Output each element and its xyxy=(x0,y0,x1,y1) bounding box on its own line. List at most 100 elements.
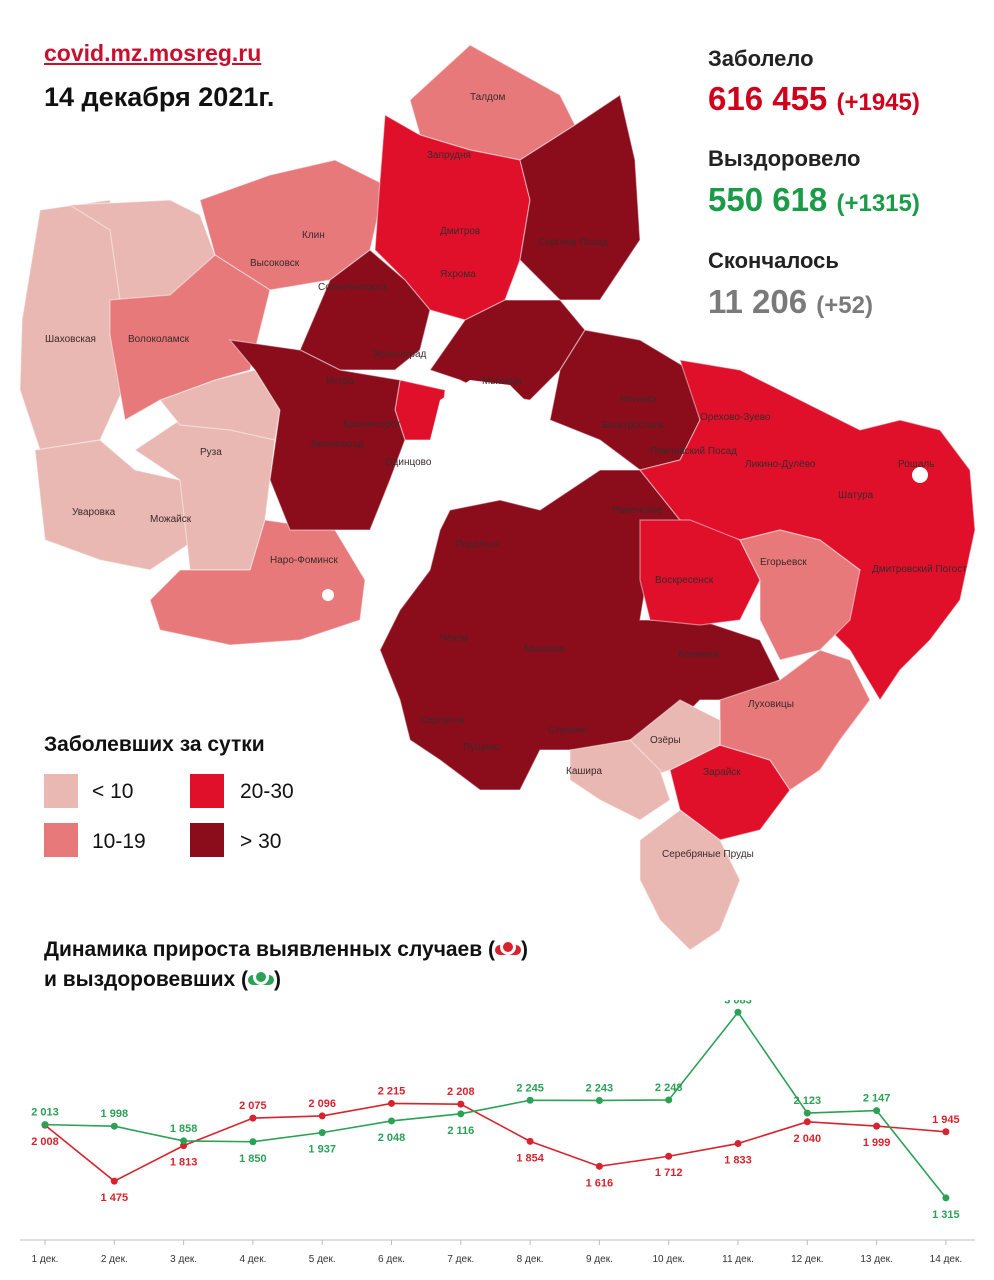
legend-swatch-lt10 xyxy=(44,774,78,808)
map-label: Высоковск xyxy=(250,258,300,269)
cases-point xyxy=(803,1118,811,1126)
source-site[interactable]: covid.mz.mosreg.ru xyxy=(44,40,262,66)
legend-swatch-gt30 xyxy=(190,823,224,857)
district-orekhovo-zuevo xyxy=(638,359,976,702)
cases-legend-marker xyxy=(494,939,521,956)
recovered-delta: (+1315) xyxy=(836,190,920,217)
map-label: Егорьевск xyxy=(760,557,807,568)
district-ruza xyxy=(159,369,281,441)
chart-title: Динамика прироста выявленных случаев () … xyxy=(44,935,528,995)
recovered-point xyxy=(803,1109,811,1117)
district-serebryanye-prudy xyxy=(639,809,741,951)
cases-data-label: 1 616 xyxy=(586,1177,614,1189)
recovered-data-label: 2 123 xyxy=(794,1095,822,1107)
map-label: Яхрома xyxy=(440,269,476,280)
map-label: Пущино xyxy=(463,742,501,753)
map-label: Серпухов xyxy=(420,715,465,726)
x-tick-label: 8 дек. xyxy=(517,1254,544,1265)
cases-data-label: 1 712 xyxy=(655,1167,683,1179)
x-tick-label: 6 дек. xyxy=(378,1254,405,1265)
map-label: Павловский Посад xyxy=(650,446,737,457)
died-value: 11 206 xyxy=(708,283,808,320)
cases-data-label: 2 215 xyxy=(378,1085,406,1097)
cases-data-label: 1 945 xyxy=(932,1114,960,1126)
recovered-data-label: 2 243 xyxy=(586,1082,614,1094)
map-label: Раменское xyxy=(612,505,663,516)
map-label: Серебряные Пруды xyxy=(662,848,754,860)
recovered-value: 550 618 xyxy=(708,181,828,218)
map-label: Рошаль xyxy=(898,459,934,470)
cases-point xyxy=(942,1128,950,1136)
district-sergiev-posad xyxy=(519,94,641,301)
recovered-point xyxy=(388,1117,395,1125)
map-label: Сергиев Посад xyxy=(538,237,609,248)
x-tick-label: 11 дек. xyxy=(722,1254,754,1265)
recovered-point xyxy=(665,1096,673,1104)
sick-value: 616 455 xyxy=(708,80,828,117)
legend-label-lt10: < 10 xyxy=(92,780,134,803)
map-label: Дмитров xyxy=(440,226,480,237)
sick-value-line: 616 455 (+1945) xyxy=(708,80,920,118)
district-mytishchi xyxy=(429,299,586,401)
recovered-point xyxy=(873,1107,881,1115)
x-tick-label: 12 дек. xyxy=(791,1254,823,1265)
x-tick-label: 14 дек. xyxy=(930,1254,962,1265)
recovered-data-label: 3 083 xyxy=(724,1000,752,1006)
died-value-line: 11 206 (+52) xyxy=(708,283,873,321)
map-label: Запрудня xyxy=(427,150,471,161)
recovered-label: Выздоровело xyxy=(708,146,861,171)
map-label: Орехово-Зуево xyxy=(700,412,771,423)
map-label: Чехов xyxy=(440,633,468,644)
recovered-data-label: 2 116 xyxy=(447,1125,474,1137)
cases-point xyxy=(457,1100,465,1108)
map-label: Истра xyxy=(326,376,354,387)
cases-point xyxy=(388,1099,395,1107)
map-label: Талдом xyxy=(470,92,505,103)
cases-data-label: 1 833 xyxy=(724,1155,752,1167)
map-label: Руза xyxy=(200,447,222,458)
recovered-legend-marker xyxy=(247,969,274,986)
cases-point xyxy=(665,1152,673,1160)
x-tick-label: 3 дек. xyxy=(170,1254,197,1265)
cases-point xyxy=(734,1140,742,1148)
map-label: Ступино xyxy=(548,725,587,736)
recovered-point xyxy=(734,1008,742,1016)
recovered-point xyxy=(41,1121,49,1129)
report-date: 14 декабря 2021г. xyxy=(44,82,275,112)
x-tick-label: 1 дек. xyxy=(32,1254,59,1265)
map-label: Дмитровский Погост xyxy=(872,564,967,575)
recovered-data-label: 1 998 xyxy=(101,1108,129,1120)
cases-data-label: 2 096 xyxy=(308,1098,336,1110)
recovered-value-line: 550 618 (+1315) xyxy=(708,181,920,219)
map-label: Наро-Фоминск xyxy=(270,555,338,566)
recovered-data-label: 1 850 xyxy=(239,1153,267,1165)
district-kashira xyxy=(569,739,671,821)
map-label: Красногорск xyxy=(343,419,401,430)
map-label: Мытищи xyxy=(482,376,522,387)
cases-data-label: 1 854 xyxy=(516,1152,544,1164)
cases-point xyxy=(873,1122,881,1130)
legend-label-10-19: 10-19 xyxy=(92,830,146,853)
cases-point xyxy=(526,1137,534,1145)
cases-data-label: 2 040 xyxy=(794,1133,822,1145)
roshal-city xyxy=(912,467,928,483)
district-naro-fominsk xyxy=(149,519,366,646)
x-tick-label: 13 дек. xyxy=(860,1254,892,1265)
recovered-point xyxy=(110,1122,118,1130)
map-label: Коломна xyxy=(678,649,719,660)
map-label: Ликино-Дулёво xyxy=(745,459,816,470)
cases-point xyxy=(318,1112,326,1120)
nara-city xyxy=(322,589,334,601)
recovered-data-label: 2 013 xyxy=(31,1107,59,1119)
map-label: Солнечногорск xyxy=(318,282,388,293)
x-tick-label: 10 дек. xyxy=(652,1254,684,1265)
recovered-data-label: 2 147 xyxy=(863,1093,891,1105)
recovered-point xyxy=(180,1137,188,1145)
moscow-region-map: Талдом Запрудня Дмитров Яхрома Сергиев П… xyxy=(19,44,976,951)
legend-swatch-20-30 xyxy=(190,774,224,808)
legend-label-gt30: > 30 xyxy=(240,830,282,853)
recovered-data-label: 2 048 xyxy=(378,1132,406,1144)
map-label: Шатура xyxy=(838,490,874,501)
x-tick-label: 4 дек. xyxy=(239,1254,266,1265)
x-tick-label: 9 дек. xyxy=(586,1254,613,1265)
